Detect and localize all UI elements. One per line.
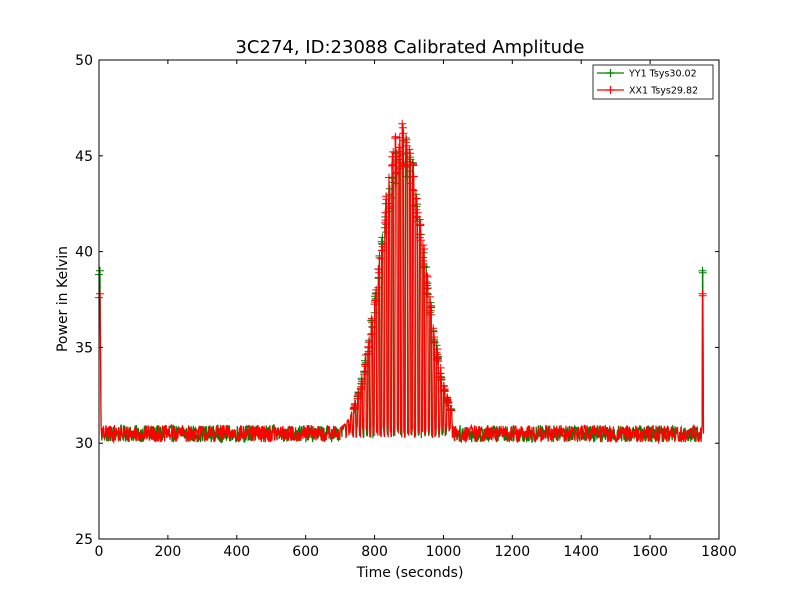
series-layer: [95, 119, 707, 445]
legend-label-xx1: XX1 Tsys29.82: [629, 86, 698, 97]
legend-box: [592, 64, 714, 100]
plot-frame: [98, 59, 720, 540]
legend: YY1 Tsys30.02 XX1 Tsys29.82: [592, 64, 714, 100]
y-tick-label: 30: [75, 436, 93, 452]
series-xx1: [95, 119, 707, 445]
y-axis-ticks: 25 30 35 40 45 50: [75, 53, 719, 548]
x-tick-label: 400: [223, 544, 250, 560]
x-axis-ticks: 0 200 400 600 800 1000 1200 1400 1600 1800: [95, 60, 737, 560]
x-axis-label: Time (seconds): [356, 565, 464, 581]
x-tick-label: 1200: [495, 544, 531, 560]
x-tick-label: 1000: [426, 544, 462, 560]
y-tick-label: 25: [75, 532, 93, 548]
x-tick-label: 1400: [563, 544, 599, 560]
legend-marker-xx1: [606, 86, 615, 94]
y-axis-label: Power in Kelvin: [55, 246, 71, 352]
y-tick-label: 35: [75, 340, 93, 356]
legend-label-yy1: YY1 Tsys30.02: [628, 69, 697, 80]
x-tick-label: 1800: [701, 544, 737, 560]
x-tick-label: 0: [95, 544, 104, 560]
legend-entry-yy1: YY1 Tsys30.02: [597, 69, 697, 80]
x-tick-label: 1600: [632, 544, 668, 560]
y-tick-label: 50: [75, 53, 93, 69]
legend-entry-xx1: XX1 Tsys29.82: [597, 86, 698, 97]
x-tick-label: 200: [155, 544, 182, 560]
x-tick-label: 800: [361, 544, 388, 560]
series-line: [98, 123, 705, 445]
y-tick-label: 40: [75, 245, 93, 261]
y-tick-label: 45: [75, 149, 93, 165]
chart-title: 3C274, ID:23088 Calibrated Amplitude: [235, 37, 584, 58]
legend-marker-yy1: [606, 69, 615, 77]
x-tick-label: 600: [292, 544, 319, 560]
